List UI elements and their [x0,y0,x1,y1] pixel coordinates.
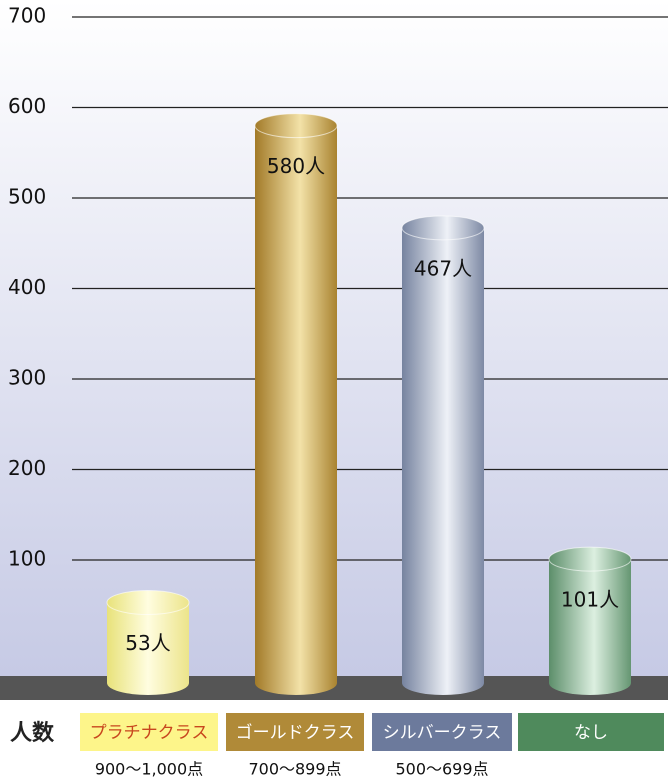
bar-top [548,546,632,572]
bar-top [254,113,338,139]
category-label: なし [574,723,608,743]
value-label: 580人 [267,154,325,178]
bar [107,602,189,695]
y-tick-label: 500 [8,185,46,209]
category-label: プラチナクラス [90,723,209,743]
y-tick-label: 100 [8,547,46,571]
value-label: 101人 [561,588,619,612]
value-label: 53人 [125,631,170,655]
legend-box [372,713,512,751]
legend-box [80,713,218,751]
value-label: 467人 [414,256,472,280]
range-label: 700〜899点 [248,760,341,779]
y-tick-label: 200 [8,456,46,480]
y-tick-label: 600 [8,94,46,118]
bar [402,227,484,696]
range-label: 900〜1,000点 [95,760,203,779]
bar [255,125,337,696]
category-label: ゴールドクラス [236,722,355,743]
y-tick-label: 300 [8,366,46,390]
y-tick-label: 400 [8,275,46,299]
bar [549,559,631,695]
y-tick-label: 700 [8,4,46,28]
range-label: 500〜699点 [395,760,488,779]
legend-box [226,713,364,751]
bar-top [106,590,190,616]
legend-box [518,713,664,751]
y-axis-label: 人数 [10,720,55,746]
category-label: シルバークラス [383,723,502,743]
bar-top [401,215,485,241]
